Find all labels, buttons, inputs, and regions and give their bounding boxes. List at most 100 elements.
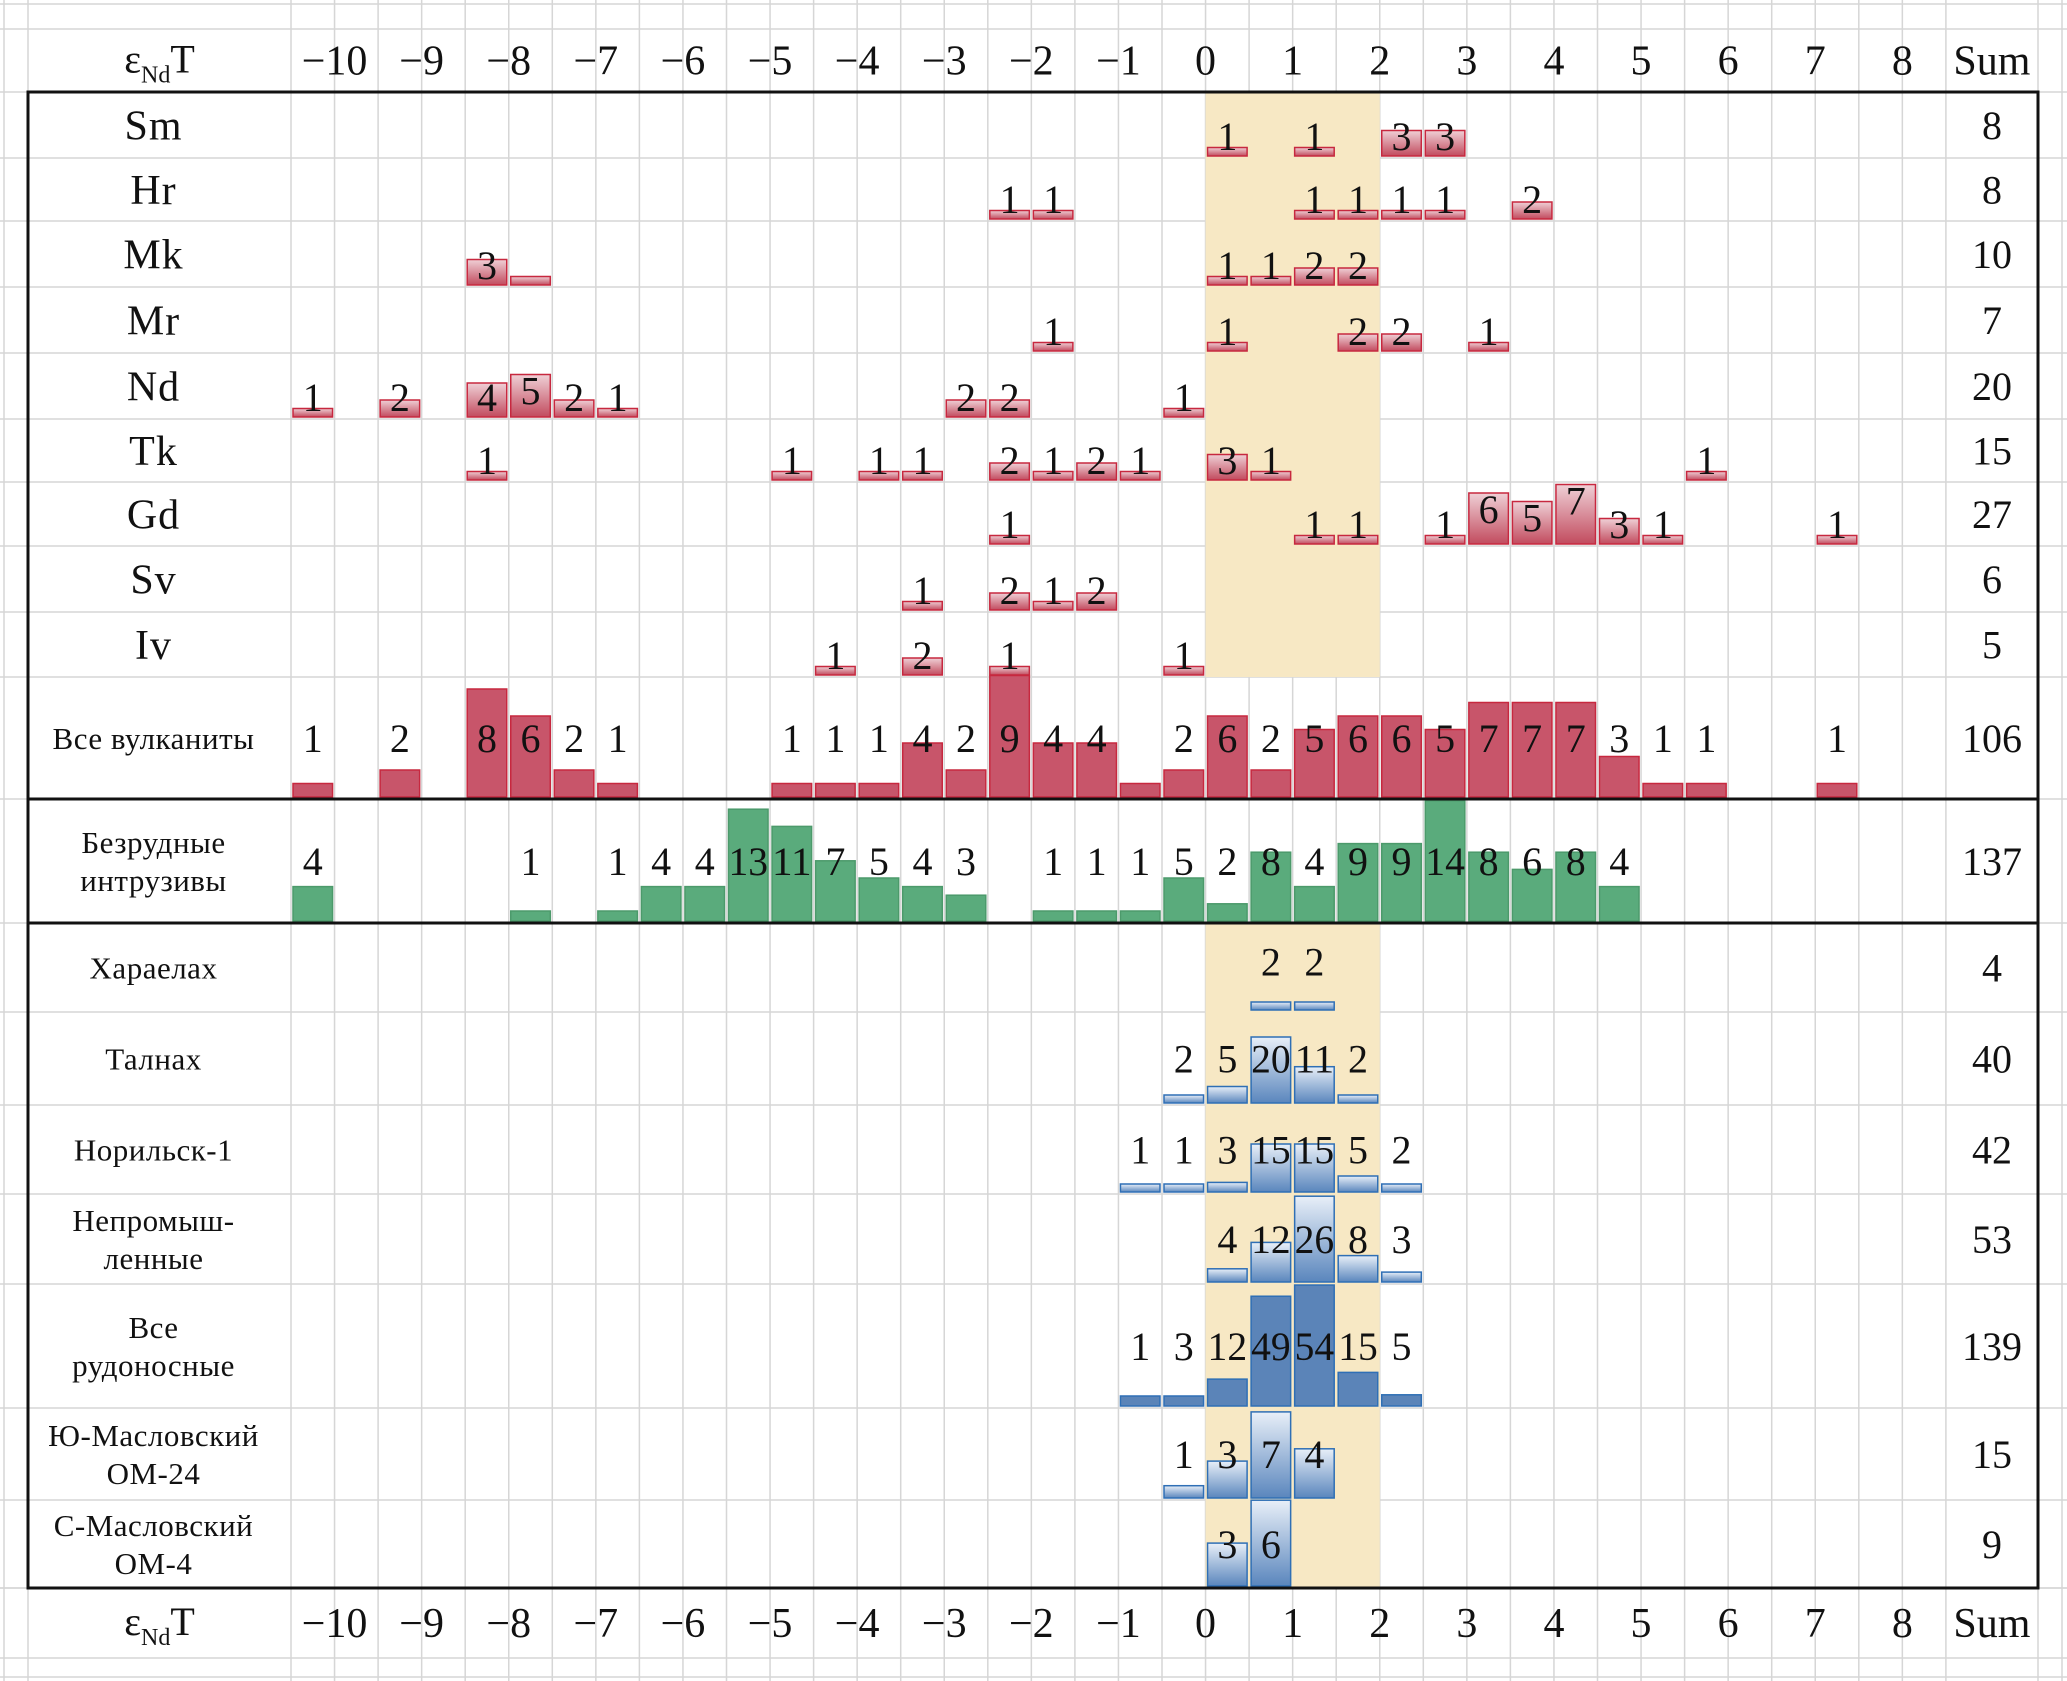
bar-value-label: 1 (1653, 502, 1673, 547)
histogram-bar (1555, 483, 1597, 545)
row-label: ОМ-24 (107, 1456, 201, 1491)
histogram-bar (989, 534, 1031, 545)
histogram-bar (1293, 728, 1335, 798)
bar-value-label: 2 (1348, 1037, 1368, 1082)
bar-value-label: 3 (1217, 1522, 1237, 1567)
row-label: Непромыш- (72, 1203, 234, 1238)
histogram-bar (901, 657, 944, 676)
histogram-bar (292, 407, 334, 418)
histogram-bar (640, 885, 682, 922)
bar-value-label: 15 (1295, 1128, 1335, 1173)
bar-value-label: 1 (1392, 177, 1412, 222)
histogram-bar (1032, 910, 1074, 922)
header-axis-label: εNdT (124, 37, 195, 89)
bar-value-label: 1 (1000, 502, 1020, 547)
chart-frame (26, 90, 2040, 1590)
histogram-bar (989, 674, 1031, 798)
histogram-bar (1163, 1183, 1205, 1193)
bar-value-label: 2 (1304, 940, 1324, 985)
histogram-bar (597, 407, 639, 418)
histogram-bar (1076, 742, 1118, 798)
bar-value-label: 7 (1479, 716, 1499, 761)
bar-value-label: 4 (1217, 1217, 1237, 1262)
bar-value-label: 2 (1261, 940, 1281, 985)
histogram-bar (771, 825, 813, 922)
bar-value-label: 2 (1392, 1128, 1412, 1173)
bar-value-label: 3 (1217, 1432, 1237, 1477)
footer-tick-label: −7 (574, 1601, 619, 1647)
footer-tick-label: −2 (1009, 1601, 1054, 1647)
bar-value-label: 3 (1217, 1128, 1237, 1173)
row-label: Все (128, 1310, 178, 1345)
bar-value-label: 1 (869, 716, 889, 761)
bar-value-label: 1 (1174, 633, 1194, 678)
histogram-bar (1250, 1295, 1292, 1407)
bar-value-label: 1 (1130, 1324, 1150, 1369)
histogram-bar (1816, 782, 1858, 798)
bar-value-label: 5 (1435, 716, 1455, 761)
bars-layer (292, 129, 1858, 1587)
bar-value-label: 2 (1217, 839, 1237, 884)
bar-value-label: 2 (1087, 568, 1107, 613)
header-tick-label: −4 (835, 39, 880, 85)
histogram-bar (1076, 592, 1118, 611)
header-tick-label: 3 (1456, 39, 1477, 85)
histogram-bar (1381, 129, 1423, 157)
histogram-bar (1250, 275, 1292, 286)
bar-value-label: 2 (1174, 1037, 1194, 1082)
footer-sum-header: Sum (1953, 1601, 2030, 1647)
row-sum: 42 (1972, 1128, 2012, 1173)
header-tick-label: −5 (748, 39, 793, 85)
bar-value-label: 1 (1043, 568, 1063, 613)
row-label: Талнах (105, 1041, 202, 1076)
header-tick-label: −10 (302, 39, 368, 85)
histogram-bar (466, 382, 508, 418)
highlight-band-rect (1205, 92, 1380, 677)
bar-value-label: 6 (1392, 716, 1412, 761)
histogram-bar (1381, 715, 1423, 798)
bar-value-label: 1 (1304, 114, 1324, 159)
row-label: интрузивы (80, 863, 227, 898)
bar-value-label: 1 (782, 716, 802, 761)
bar-value-label: 9 (1348, 839, 1368, 884)
bar-value-label: 5 (1217, 1037, 1237, 1082)
header-tick-label: −3 (922, 39, 967, 85)
row-label: Sm (124, 104, 182, 150)
histogram-bar (901, 600, 944, 611)
histogram-bar (1337, 267, 1379, 286)
row-sum: 139 (1962, 1324, 2022, 1369)
bar-value-label: 7 (825, 839, 845, 884)
footer-tick-label: 4 (1543, 1601, 1564, 1647)
histogram-bar (1468, 492, 1510, 545)
row-label: рудоносные (72, 1348, 235, 1383)
row-sum: 15 (1972, 429, 2012, 474)
histogram-bar (553, 769, 595, 798)
bar-value-label: 5 (869, 839, 889, 884)
histogram-bar (553, 399, 595, 418)
bar-value-label: 2 (1261, 716, 1281, 761)
row-sum: 137 (1962, 839, 2022, 884)
histogram-bar (1293, 1001, 1335, 1011)
histogram-bar (1032, 742, 1074, 798)
histogram-bar (1293, 1448, 1335, 1499)
row-label: Sv (130, 558, 176, 604)
row-sum: 106 (1962, 716, 2022, 761)
header-sum-header: Sum (1953, 39, 2030, 85)
histogram-bar (1381, 333, 1423, 352)
row-sum: 8 (1982, 103, 2002, 148)
bar-value-label: 8 (1348, 1217, 1368, 1262)
row-sum: 5 (1982, 623, 2002, 668)
bar-value-label: 2 (1000, 438, 1020, 483)
histogram-bar (597, 910, 639, 922)
footer-tick-label: −4 (835, 1601, 880, 1647)
bar-value-label: 1 (1653, 716, 1673, 761)
header-tick-label: 0 (1195, 39, 1216, 85)
histogram-bar (1642, 534, 1684, 545)
histogram-bar (1381, 1271, 1423, 1283)
frame-lines (26, 90, 2040, 1590)
row-label: С-Масловский (54, 1508, 254, 1543)
bar-value-label: 1 (1174, 1432, 1194, 1477)
histogram-bar (1119, 1395, 1161, 1407)
row-label: Хараелах (90, 950, 218, 985)
footer-tick-label: −9 (399, 1601, 444, 1647)
